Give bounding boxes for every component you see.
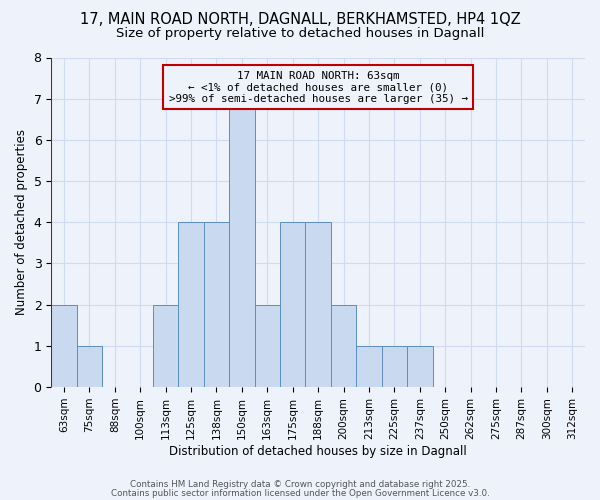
Bar [305,222,331,387]
Bar [77,346,102,387]
Bar [254,304,280,387]
Text: 17 MAIN ROAD NORTH: 63sqm
← <1% of detached houses are smaller (0)
>99% of semi-: 17 MAIN ROAD NORTH: 63sqm ← <1% of detac… [169,70,467,104]
Bar [356,346,382,387]
Bar [153,304,178,387]
Bar [178,222,204,387]
Bar [331,304,356,387]
Text: Size of property relative to detached houses in Dagnall: Size of property relative to detached ho… [116,28,484,40]
Bar [407,346,433,387]
Bar [51,304,77,387]
X-axis label: Distribution of detached houses by size in Dagnall: Distribution of detached houses by size … [169,444,467,458]
Text: 17, MAIN ROAD NORTH, DAGNALL, BERKHAMSTED, HP4 1QZ: 17, MAIN ROAD NORTH, DAGNALL, BERKHAMSTE… [80,12,520,28]
Text: Contains HM Land Registry data © Crown copyright and database right 2025.: Contains HM Land Registry data © Crown c… [130,480,470,489]
Text: Contains public sector information licensed under the Open Government Licence v3: Contains public sector information licen… [110,488,490,498]
Bar [280,222,305,387]
Bar [382,346,407,387]
Bar [204,222,229,387]
Bar [229,98,254,387]
Y-axis label: Number of detached properties: Number of detached properties [15,130,28,316]
